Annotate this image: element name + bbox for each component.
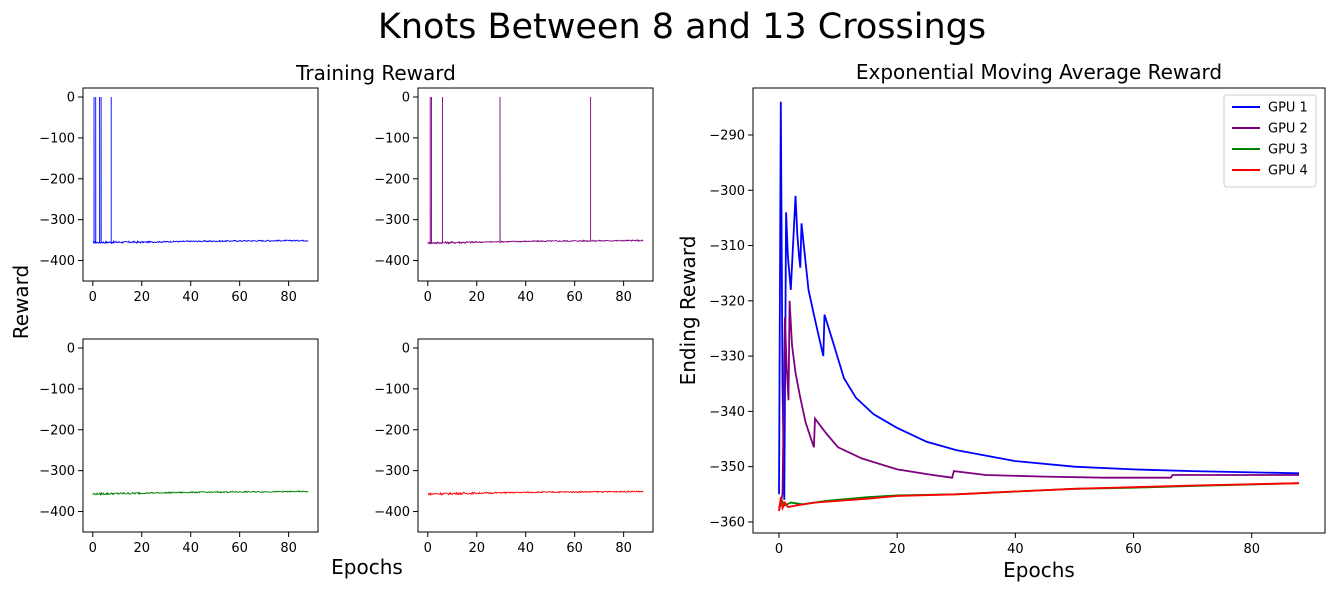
y-tick-label: −100	[374, 131, 410, 146]
left-x-axis-label: Epochs	[331, 555, 403, 579]
series-line-2	[427, 96, 644, 245]
series-line-4	[427, 490, 644, 496]
y-tick-label: −200	[374, 423, 410, 438]
y-tick-label: −300	[374, 464, 410, 479]
x-tick-label: 20	[468, 541, 485, 556]
y-tick-label: −350	[709, 460, 745, 475]
x-tick-label: 20	[468, 290, 485, 305]
x-tick-label: 40	[517, 290, 534, 305]
y-tick-label: −200	[39, 423, 75, 438]
x-tick-label: 40	[1007, 542, 1024, 557]
plot-5: 0 20 40 60 80 −290 −300 −310 −320 −330 −340 −350 −36…	[676, 60, 1326, 582]
y-tick-label: −290	[709, 128, 745, 143]
training-reward-title: Training Reward	[295, 61, 456, 85]
y-tick-label: −300	[374, 213, 410, 228]
plot-frame	[82, 338, 319, 533]
series-line-gpu-2	[778, 300, 1299, 512]
y-tick-label: 0	[402, 341, 410, 356]
x-tick-label: 80	[280, 290, 297, 305]
x-tick-label: 40	[182, 290, 199, 305]
series-group	[427, 490, 644, 496]
x-tick-label: 0	[775, 542, 783, 557]
plot-4: 0 20 40 60 80 0 −100 −200 −300 −400	[374, 338, 654, 556]
x-tick-label: 60	[566, 290, 583, 305]
series-group	[92, 96, 309, 245]
x-tick-label: 60	[1125, 542, 1142, 557]
y-tick-label: −300	[39, 464, 75, 479]
plot-frame	[82, 87, 319, 282]
series-line-gpu-1	[778, 101, 1300, 500]
x-tick-label: 60	[566, 541, 583, 556]
series-group	[427, 96, 644, 245]
plot-frame	[752, 87, 1326, 534]
ema-chart-title: Exponential Moving Average Reward	[856, 60, 1222, 84]
y-tick-label: −100	[39, 382, 75, 397]
y-tick-label: −400	[39, 254, 75, 269]
x-tick-label: 20	[133, 541, 150, 556]
x-tick-label: 0	[424, 290, 432, 305]
plot-frame	[417, 338, 654, 533]
y-tick-label: 0	[67, 341, 75, 356]
y-tick-label: −400	[374, 505, 410, 520]
x-tick-label: 40	[182, 541, 199, 556]
y-tick-label: −300	[39, 213, 75, 228]
y-tick-label: −310	[709, 239, 745, 254]
ema-x-axis-label: Epochs	[1003, 558, 1075, 582]
y-tick-label: −200	[39, 172, 75, 187]
figure-title: Knots Between 8 and 13 Crossings	[378, 7, 986, 47]
x-tick-label: 0	[89, 541, 97, 556]
x-tick-label: 0	[424, 541, 432, 556]
legend-box	[1223, 94, 1317, 188]
x-tick-label: 20	[133, 290, 150, 305]
x-tick-label: 80	[280, 541, 297, 556]
legend-label: GPU 2	[1268, 122, 1308, 137]
plot-frame	[417, 87, 654, 282]
y-tick-label: −330	[709, 350, 745, 365]
series-line-3	[92, 490, 309, 497]
y-tick-label: −360	[709, 515, 745, 530]
legend: GPU 1 GPU 2 GPU 3 GPU 4	[1223, 94, 1317, 188]
series-line-gpu-4	[778, 482, 1300, 512]
x-tick-label: 80	[615, 541, 632, 556]
y-tick-label: −400	[39, 505, 75, 520]
series-line-1	[92, 96, 309, 245]
y-tick-label: −100	[374, 382, 410, 397]
ema-y-axis-label: Ending Reward	[676, 236, 700, 386]
x-tick-label: 80	[1243, 542, 1260, 557]
plot-3: 0 20 40 60 80 0 −100 −200 −300 −400	[39, 338, 319, 556]
x-tick-label: 40	[517, 541, 534, 556]
y-tick-label: −200	[374, 172, 410, 187]
series-group	[92, 490, 309, 497]
plot-1: 0 20 40 60 80 0 −100 −200 −300 −400	[39, 87, 319, 305]
x-tick-label: 60	[231, 541, 248, 556]
y-tick-label: −100	[39, 131, 75, 146]
series-line-gpu-3	[778, 482, 1300, 509]
y-tick-label: −320	[709, 294, 745, 309]
legend-label: GPU 1	[1268, 101, 1308, 116]
legend-label: GPU 3	[1268, 143, 1308, 158]
series-group	[778, 101, 1300, 512]
x-tick-label: 60	[231, 290, 248, 305]
y-tick-label: −340	[709, 405, 745, 420]
y-tick-label: 0	[67, 90, 75, 105]
y-tick-label: −300	[709, 184, 745, 199]
legend-label: GPU 4	[1268, 164, 1308, 179]
y-tick-label: −400	[374, 254, 410, 269]
plot-2: 0 20 40 60 80 0 −100 −200 −300 −400	[374, 87, 654, 305]
y-tick-label: 0	[402, 90, 410, 105]
x-tick-label: 20	[889, 542, 906, 557]
x-tick-label: 80	[615, 290, 632, 305]
x-tick-label: 0	[89, 290, 97, 305]
left-y-axis-label: Reward	[9, 265, 33, 339]
